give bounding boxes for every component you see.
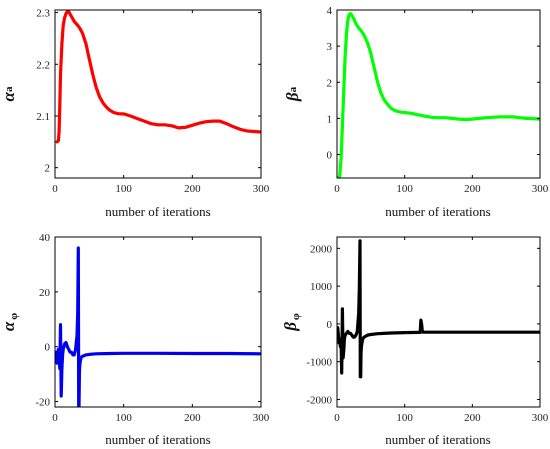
y-axis-label: αa xyxy=(0,86,18,101)
y-tick-label: 3 xyxy=(327,41,333,53)
x-tick-label: 0 xyxy=(334,183,340,195)
x-tick-label: 300 xyxy=(253,412,270,424)
x-tick-label: 0 xyxy=(334,412,340,424)
y-axis-label-main: α xyxy=(0,91,18,101)
x-tick-labels: 0 100 200 300 xyxy=(52,10,270,195)
y-tick-labels: -20 0 20 40 xyxy=(35,232,261,409)
y-tick-label: 4 xyxy=(327,5,333,17)
series-line xyxy=(55,246,261,407)
plot-area xyxy=(337,239,540,379)
x-tick-label: 300 xyxy=(532,183,549,195)
panel-alpha-a: 0 100 200 300 2 2.1 2.2 2.3 number of iteratio… xyxy=(0,8,270,219)
y-axis-label: βa xyxy=(283,86,302,102)
series-line xyxy=(337,12,540,178)
y-tick-label: 2.2 xyxy=(36,59,50,71)
y-tick-label: 0 xyxy=(327,150,333,162)
y-tick-label: 1 xyxy=(327,113,333,125)
series-line xyxy=(55,10,261,144)
y-tick-label: 2 xyxy=(45,163,51,175)
y-tick-label: 0 xyxy=(327,319,333,331)
x-tick-label: 100 xyxy=(396,183,413,195)
y-tick-label: 20 xyxy=(39,287,51,299)
axes-frame xyxy=(336,236,541,408)
x-axis-label: number of iterations xyxy=(105,432,210,447)
series-line xyxy=(337,239,540,379)
x-tick-label: 0 xyxy=(52,183,58,195)
y-tick-label: -20 xyxy=(35,397,50,409)
y-tick-label: 2000 xyxy=(310,243,333,255)
y-axis-label-sub: a xyxy=(3,86,15,92)
plot-area xyxy=(337,12,540,178)
x-axis-label: number of iterations xyxy=(385,204,490,219)
y-axis-label-main: β xyxy=(281,322,300,332)
x-axis-label: number of iterations xyxy=(105,204,210,219)
y-axis-label-sub: φ xyxy=(8,313,20,320)
x-tick-label: 300 xyxy=(253,183,270,195)
panel-beta-phi: 0 100 200 300 -2000 -1000 0 1000 2000 number of… xyxy=(281,236,549,447)
y-axis-label-main: α xyxy=(0,321,18,331)
y-axis-label-sub: a xyxy=(287,86,299,92)
y-tick-label: 1000 xyxy=(310,281,333,293)
y-tick-label: -1000 xyxy=(306,357,332,369)
plot-area xyxy=(55,10,261,144)
y-tick-label: 2.3 xyxy=(36,8,50,20)
y-tick-label: 40 xyxy=(39,232,51,244)
x-tick-label: 0 xyxy=(52,412,58,424)
y-tick-label: 2 xyxy=(327,77,333,89)
y-tick-label: 2.1 xyxy=(36,111,50,123)
y-tick-labels: -2000 -1000 0 1000 2000 xyxy=(306,243,540,406)
plot-area xyxy=(55,246,261,407)
x-tick-label: 200 xyxy=(184,412,201,424)
x-tick-labels: 0 100 200 300 xyxy=(52,237,270,424)
axes-frame xyxy=(336,9,541,179)
x-axis-label: number of iterations xyxy=(385,432,490,447)
axes-frame xyxy=(54,9,262,179)
y-axis-label-main: β xyxy=(283,92,302,102)
x-tick-label: 200 xyxy=(464,412,481,424)
axes-frame xyxy=(54,236,262,408)
y-tick-label: -2000 xyxy=(306,394,332,406)
x-tick-label: 200 xyxy=(184,183,201,195)
x-tick-label: 100 xyxy=(115,412,132,424)
y-tick-label: 0 xyxy=(45,342,51,354)
y-tick-labels: 0 1 2 3 4 xyxy=(327,5,540,162)
x-tick-label: 100 xyxy=(115,183,132,195)
x-tick-labels: 0 100 200 300 xyxy=(334,237,549,424)
y-axis-label-sub: φ xyxy=(290,313,302,320)
x-tick-label: 300 xyxy=(532,412,549,424)
x-tick-label: 100 xyxy=(396,412,413,424)
y-tick-labels: 2 2.1 2.2 2.3 xyxy=(36,8,261,175)
y-axis-label: βφ xyxy=(281,313,302,332)
y-axis-label: αφ xyxy=(0,313,20,331)
x-tick-label: 200 xyxy=(464,183,481,195)
panel-beta-a: 0 100 200 300 0 1 2 3 4 number of iterations βa xyxy=(283,5,549,219)
